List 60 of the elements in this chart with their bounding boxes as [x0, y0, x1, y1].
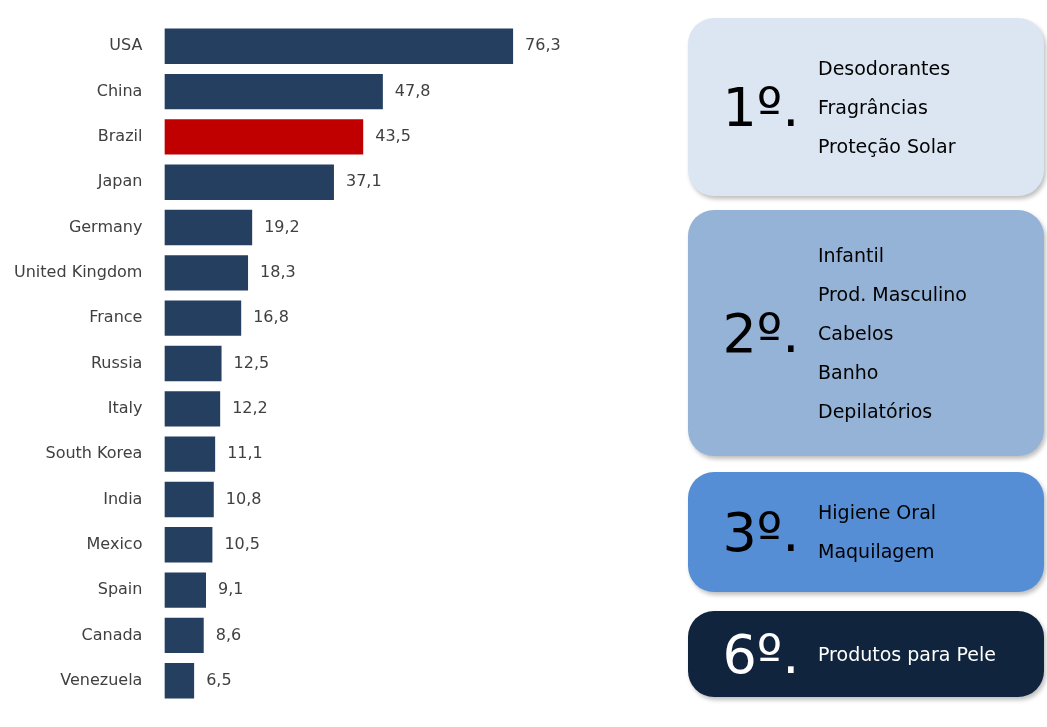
data-label: 10,8	[225, 488, 262, 508]
y-tick-label: Spain	[97, 579, 143, 599]
text: Prod. Masculino	[818, 281, 967, 307]
text: 3º.	[721, 500, 801, 564]
data-label: 47,8	[394, 80, 431, 100]
bar	[164, 617, 204, 654]
y-tick-label: USA	[109, 35, 143, 55]
data-label: 43,5	[375, 126, 411, 146]
data-label: 18,3	[260, 262, 296, 282]
text: Higiene Oral	[818, 500, 937, 525]
bar	[164, 481, 214, 518]
data-label: 37,1	[345, 171, 382, 191]
y-tick-label: United Kingdom	[14, 262, 143, 282]
bar	[164, 663, 195, 699]
text: Depilatórios	[818, 398, 934, 424]
bar	[164, 436, 216, 472]
data-label: 19,2	[264, 216, 300, 236]
y-tick-label: Russia	[90, 352, 143, 372]
bar	[164, 572, 207, 608]
y-tick-label: Venezuela	[60, 669, 143, 689]
data-label: 12,5	[233, 352, 270, 372]
bar	[164, 391, 221, 427]
y-tick-label: Germany	[68, 216, 143, 236]
text: Banho	[818, 359, 880, 385]
bar	[164, 28, 514, 64]
y-tick-label: Japan	[96, 171, 143, 191]
data-label: 8,6	[215, 624, 242, 644]
data-label: 12,2	[232, 397, 268, 417]
text: Cabelos	[818, 320, 895, 346]
data-label: 6,5	[206, 669, 232, 689]
y-tick-label: France	[89, 307, 143, 327]
data-label: 11,1	[227, 443, 263, 463]
data-label: 10,5	[224, 533, 261, 553]
text: Desodorantes	[818, 55, 952, 81]
text: 1º.	[721, 75, 801, 139]
data-label: 9,1	[218, 579, 244, 599]
y-tick-label: Italy	[107, 397, 143, 417]
bar	[164, 73, 383, 110]
y-tick-label: Mexico	[86, 533, 143, 553]
data-label: 76,3	[525, 35, 561, 55]
text: 2º.	[721, 301, 801, 365]
y-tick-label: China	[96, 80, 143, 100]
data-label: 16,8	[253, 307, 289, 327]
text: Infantil	[818, 242, 886, 268]
y-tick-label: South Korea	[45, 443, 143, 463]
y-tick-label: Brazil	[97, 126, 143, 146]
bar	[164, 209, 253, 246]
bar	[164, 119, 364, 155]
bar	[164, 527, 213, 563]
text: 6º.	[721, 622, 801, 686]
text: Maquilagem	[818, 539, 936, 564]
y-tick-label: India	[103, 488, 143, 508]
bar	[164, 164, 334, 200]
bar	[164, 345, 222, 382]
bar	[164, 255, 249, 291]
text: Proteção Solar	[818, 133, 956, 159]
bar	[164, 300, 242, 336]
text: Fragrâncias	[818, 94, 929, 120]
text: Produtos para Pele	[818, 641, 996, 667]
y-tick-label: Canada	[81, 624, 143, 644]
